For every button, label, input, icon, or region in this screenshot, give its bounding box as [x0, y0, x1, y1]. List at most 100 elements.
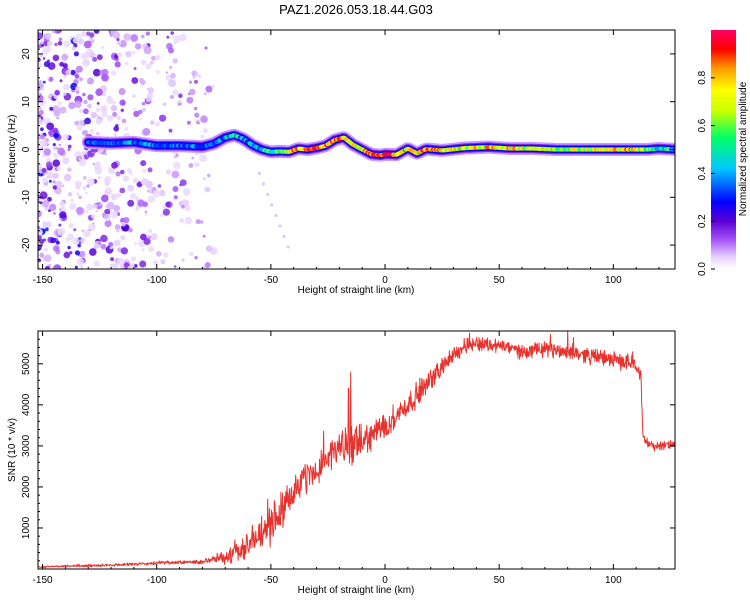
- noise-blob: [54, 30, 61, 34]
- noise-blob: [179, 33, 187, 42]
- noise-blob: [124, 126, 129, 131]
- noise-blob: [274, 214, 278, 217]
- snr-frame: [37, 330, 676, 570]
- noise-blob: [189, 80, 193, 84]
- noise-blob: [44, 254, 52, 262]
- noise-blob: [58, 223, 62, 227]
- noise-blob: [133, 67, 137, 70]
- noise-blob: [48, 179, 52, 183]
- noise-blob: [120, 247, 128, 255]
- noise-blob: [78, 157, 81, 160]
- noise-blob: [110, 193, 118, 201]
- noise-blob: [95, 118, 103, 125]
- noise-blob: [98, 242, 101, 245]
- noise-blob: [50, 131, 54, 135]
- noise-blob: [82, 186, 87, 191]
- noise-blob: [139, 118, 143, 121]
- noise-blob: [134, 242, 138, 246]
- noise-blob: [123, 217, 130, 224]
- noise-blob: [95, 107, 101, 113]
- noise-blob: [110, 211, 118, 219]
- spectrogram-ylabel: Frequency (Hz): [7, 115, 18, 184]
- noise-blob: [76, 192, 80, 196]
- noise-blob: [104, 152, 107, 156]
- noise-blob: [57, 227, 66, 236]
- noise-blob: [63, 173, 72, 182]
- noise-blob: [204, 186, 211, 193]
- noise-blob: [184, 217, 193, 225]
- noise-blob: [75, 65, 83, 73]
- noise-blob: [132, 177, 139, 184]
- noise-blob: [86, 184, 90, 188]
- noise-blob: [44, 45, 52, 53]
- noise-blob: [63, 251, 71, 259]
- noise-blob: [141, 34, 145, 39]
- noise-blob: [75, 85, 80, 91]
- noise-blob: [55, 240, 60, 245]
- colorbar-tick-label: 0.6: [697, 118, 708, 132]
- noise-blob: [67, 69, 72, 73]
- noise-blob: [46, 40, 53, 47]
- noise-blob: [96, 102, 100, 105]
- noise-blob: [166, 35, 170, 39]
- y-tick-label: 0: [21, 146, 32, 152]
- noise-blob: [193, 106, 198, 111]
- colorbar-gradient: [711, 30, 736, 269]
- noise-blob: [182, 187, 191, 196]
- noise-blob: [67, 191, 73, 197]
- noise-blob: [113, 205, 121, 212]
- noise-blob: [197, 119, 201, 123]
- noise-blob: [46, 138, 49, 142]
- noise-blob: [40, 134, 45, 140]
- noise-blob: [122, 175, 130, 182]
- x-tick-label: -150: [33, 275, 53, 286]
- noise-blob: [142, 168, 147, 173]
- noise-blob: [131, 77, 139, 84]
- noise-blob: [78, 195, 82, 200]
- noise-blob: [86, 77, 95, 85]
- noise-blob: [173, 265, 177, 268]
- noise-blob: [77, 243, 81, 248]
- noise-blob: [62, 83, 70, 91]
- noise-blob: [116, 38, 120, 42]
- noise-blob: [86, 177, 95, 186]
- noise-blob: [38, 32, 44, 40]
- colorbar: 0.0 0.2 0.4 0.6 0.8 Normalized spectral ampl…: [697, 30, 749, 276]
- noise-blob: [140, 79, 146, 86]
- noise-blob: [186, 120, 191, 125]
- noise-blob: [42, 99, 47, 104]
- noise-blob: [83, 108, 89, 115]
- noise-blob: [59, 208, 62, 211]
- noise-blob: [44, 265, 51, 269]
- noise-blob: [110, 104, 118, 112]
- noise-blob: [39, 191, 48, 200]
- noise-blob: [123, 33, 132, 41]
- noise-blob: [74, 74, 80, 79]
- noise-blob: [73, 51, 79, 57]
- noise-blob: [98, 176, 102, 179]
- y-tick-label: 3000: [21, 434, 32, 457]
- x-tick-label: -100: [147, 575, 167, 586]
- noise-blob: [147, 167, 153, 173]
- noise-blob: [77, 119, 85, 127]
- spectrogram-marks: [38, 30, 675, 269]
- noise-blob: [115, 171, 121, 177]
- noise-blob: [117, 52, 123, 58]
- noise-blob: [71, 46, 76, 51]
- noise-blob: [104, 219, 112, 228]
- noise-blob: [169, 65, 173, 69]
- noise-blob: [149, 61, 154, 65]
- noise-blob: [58, 37, 63, 42]
- noise-blob: [258, 171, 261, 175]
- noise-blob: [155, 54, 161, 61]
- noise-blob: [86, 203, 93, 211]
- noise-blob: [46, 76, 50, 80]
- noise-blob: [78, 158, 87, 167]
- noise-blob: [42, 221, 48, 226]
- noise-blob: [113, 239, 121, 247]
- noise-blob: [59, 211, 67, 219]
- noise-blob: [202, 128, 208, 134]
- noise-blob: [44, 247, 48, 252]
- noise-blob: [52, 172, 59, 180]
